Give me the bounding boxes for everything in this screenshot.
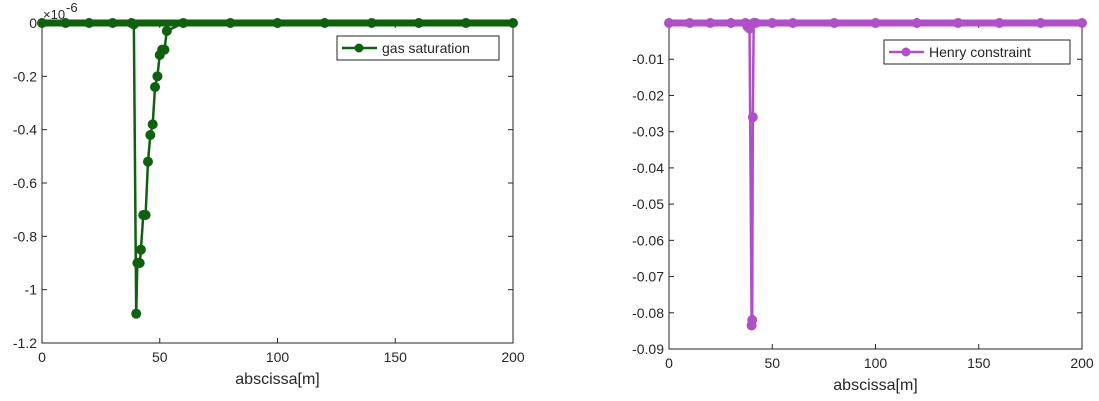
y-tick-label: 0 (29, 15, 37, 31)
data-point (135, 244, 146, 255)
series-line (42, 21, 513, 315)
y-tick-label: -1.2 (13, 335, 37, 351)
legend-marker (901, 47, 911, 57)
x-tick-label: 100 (266, 349, 290, 365)
chart-1: 0 50 100 150 200 0 -0.2 -0.4 -0.6 -0.8 -1 -1.2 absci… (13, 0, 525, 388)
x-tick-label: 50 (152, 349, 168, 365)
data-point (1035, 18, 1046, 28)
data-point (37, 18, 47, 28)
data-point (684, 18, 695, 28)
data-point (84, 18, 95, 28)
y-tick-label: -0.03 (632, 124, 664, 140)
x-tick-label: 0 (665, 355, 673, 371)
y-tick-label: -0.07 (632, 269, 664, 285)
data-point (60, 18, 71, 28)
data-point (147, 119, 158, 130)
data-point (107, 18, 118, 28)
series-line (669, 21, 1082, 327)
data-point (413, 18, 424, 28)
data-point (508, 18, 518, 28)
x-tick-label: 150 (384, 349, 408, 365)
x-axis-label: abscissa[m] (235, 371, 319, 388)
data-point (366, 18, 377, 28)
data-point (150, 82, 161, 92)
data-point (747, 112, 758, 123)
data-point (787, 18, 798, 28)
data-point (953, 18, 964, 28)
axes-box (41, 22, 514, 344)
axes-box (668, 22, 1083, 350)
data-point (750, 18, 761, 28)
data-point (705, 18, 716, 28)
x-tick-label: 0 (38, 349, 46, 365)
legend-label: Henry constraint (929, 44, 1031, 60)
data-point (140, 210, 151, 220)
y-tick-label: -0.8 (13, 228, 37, 244)
data-point (128, 19, 139, 30)
data-point (225, 18, 236, 28)
data-point (767, 18, 778, 28)
y-tick-label: -0.2 (13, 68, 37, 84)
x-tick-label: 150 (967, 355, 991, 371)
y-multiplier-label: ×10 (43, 7, 65, 22)
data-point (870, 18, 881, 28)
data-point (134, 258, 145, 268)
y-tick-label: -1 (25, 282, 38, 298)
legend: gas saturation (336, 35, 500, 61)
y-tick-label: -0.06 (632, 232, 664, 248)
x-tick-label: 100 (864, 355, 888, 371)
data-point (747, 315, 758, 326)
data-point (829, 18, 840, 28)
data-point (131, 308, 142, 319)
x-tick-label: 200 (1070, 355, 1094, 371)
data-point (1077, 18, 1087, 28)
data-point (152, 71, 163, 82)
chart-2: 0 50 100 150 200 -0.01 -0.02 -0.03 -0.04 -0.05 -0.… (632, 18, 1094, 394)
data-point (725, 18, 736, 28)
legend-marker (354, 43, 364, 53)
data-point (159, 44, 170, 55)
legend: Henry constraint (883, 39, 1071, 65)
y-tick-label: -0.08 (632, 305, 664, 321)
y-tick-label: -0.09 (632, 341, 664, 357)
data-point (994, 18, 1005, 28)
data-point (161, 26, 172, 36)
y-tick-label: -0.04 (632, 160, 664, 176)
data-point (664, 18, 674, 28)
x-axis-label: abscissa[m] (833, 377, 917, 394)
y-tick-label: -0.02 (632, 87, 664, 103)
x-tick-label: 200 (501, 349, 525, 365)
y-tick-label: -0.4 (13, 122, 37, 138)
data-point (272, 18, 283, 28)
y-tick-label: -0.6 (13, 175, 37, 191)
x-tick-label: 50 (764, 355, 780, 371)
data-point (142, 156, 153, 167)
y-multiplier-exponent: -6 (66, 0, 78, 15)
data-point (145, 130, 156, 140)
data-point (911, 18, 922, 28)
y-tick-label: -0.01 (632, 51, 664, 67)
y-tick-label: -0.05 (632, 196, 664, 212)
data-point (460, 18, 471, 28)
data-point (178, 18, 189, 28)
legend-label: gas saturation (382, 40, 470, 56)
data-point (319, 18, 330, 28)
